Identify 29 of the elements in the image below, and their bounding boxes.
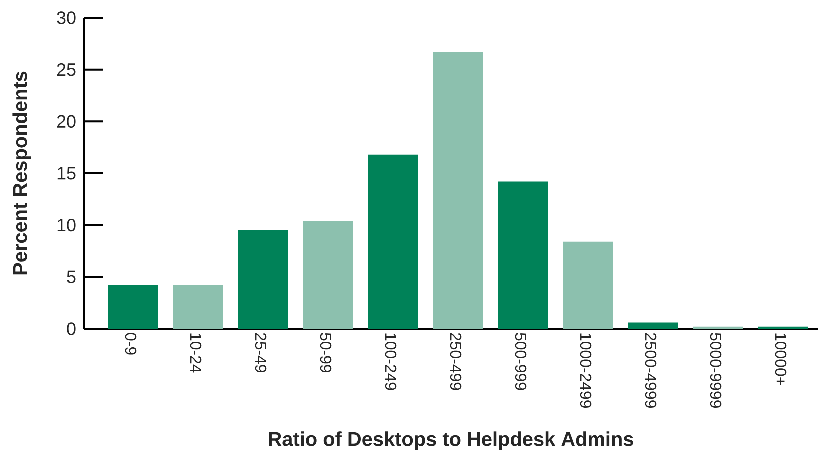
x-axis-title: Ratio of Desktops to Helpdesk Admins	[269, 432, 634, 450]
x-tick-label: 0-9	[125, 333, 137, 355]
bar	[173, 285, 223, 329]
bar	[238, 230, 288, 329]
x-tick-label: 5000-9999	[710, 333, 722, 408]
x-tick-label: 50-99	[320, 333, 332, 373]
y-tick-label: 25	[57, 63, 76, 76]
bar	[368, 154, 418, 329]
x-tick-label: 500-999	[515, 333, 527, 390]
x-tick-label: 10000+	[775, 334, 787, 386]
y-axis-title: Percent Respondents	[12, 72, 32, 275]
bar	[433, 52, 484, 329]
x-tick-label: 10-24	[190, 334, 202, 373]
x-tick-label: 1000-2499	[580, 334, 592, 408]
y-tick-label: 0	[67, 322, 76, 336]
y-tick-label: 10	[58, 218, 76, 232]
bar	[628, 322, 678, 329]
y-tick-label: 20	[57, 115, 76, 128]
y-tick-label: 15	[58, 167, 76, 180]
x-tick-label: 2500-4999	[645, 333, 657, 408]
bar	[303, 221, 354, 329]
y-tick-label: 5	[67, 270, 76, 284]
bar	[563, 242, 614, 329]
x-tick-label: 250-499	[450, 333, 462, 390]
bar	[108, 285, 158, 329]
x-tick-label: 25-49	[255, 333, 267, 373]
x-tick-label: 100-249	[385, 334, 397, 390]
bar	[498, 182, 548, 329]
y-tick-label: 30	[57, 12, 76, 24]
